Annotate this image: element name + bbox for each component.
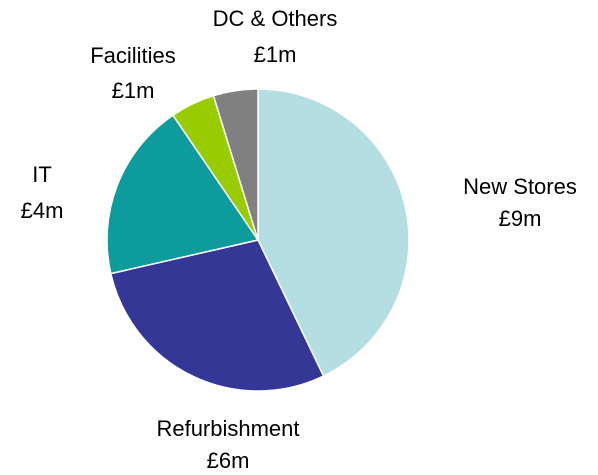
slice-value-label: £1m <box>254 42 297 67</box>
slice-label: Refurbishment <box>156 416 299 441</box>
pie-slice <box>212 88 259 241</box>
pie-slice <box>257 88 410 378</box>
slice-label: IT <box>32 162 52 187</box>
slice-value-label: £9m <box>499 206 542 231</box>
slice-value-label: £4m <box>21 198 64 223</box>
pie-slice <box>106 114 260 275</box>
pie-slice <box>109 239 325 392</box>
slice-value-label: £1m <box>112 78 155 103</box>
slice-value-label: £6m <box>207 448 250 473</box>
slice-label: Facilities <box>90 43 176 68</box>
slice-label: DC & Others <box>213 6 338 31</box>
slice-label: New Stores <box>463 174 577 199</box>
